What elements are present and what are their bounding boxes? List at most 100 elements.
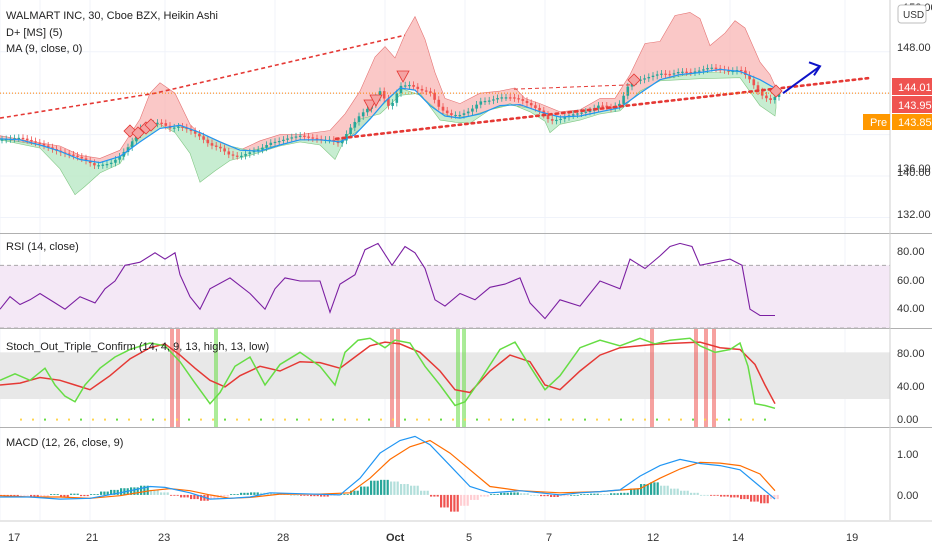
stoch-dot	[428, 418, 430, 421]
macd-histogram-bar	[580, 494, 583, 495]
macd-histogram-bar	[460, 494, 463, 506]
macd-histogram-bar	[740, 494, 743, 500]
macd-histogram-bar	[556, 494, 559, 497]
candle-body	[30, 139, 33, 142]
macd-histogram-bar	[100, 491, 103, 495]
dplus-indicator-label[interactable]: D+ [MS] (5)	[6, 27, 63, 39]
macd-histogram-bar	[146, 485, 149, 495]
stoch-signal-bar	[704, 329, 708, 427]
macd-histogram-bar	[630, 488, 633, 495]
macd-histogram-bar	[656, 482, 659, 495]
macd-histogram-bar	[713, 494, 716, 496]
macd-histogram-bar	[316, 494, 319, 497]
stoch-dot	[452, 418, 454, 421]
stoch-dot	[740, 418, 742, 421]
symbol-title[interactable]: WALMART INC, 30, Cboe BZX, Heikin Ashi	[6, 10, 218, 22]
currency-label[interactable]: USD	[903, 10, 924, 21]
triangle-signal-icon	[363, 99, 377, 112]
candle-body	[479, 101, 483, 105]
candle-body	[609, 107, 613, 109]
macd-histogram-bar	[603, 494, 606, 495]
candle-body	[193, 131, 197, 134]
macd-histogram-bar	[690, 492, 693, 495]
candle-body	[534, 105, 537, 108]
moving-average-line	[0, 68, 781, 164]
candle-body	[294, 136, 298, 138]
stoch-dot	[656, 418, 658, 421]
candle-body	[4, 139, 8, 141]
candle-body	[555, 119, 558, 122]
ma-indicator-label[interactable]: MA (9, close, 0)	[6, 43, 82, 55]
macd-histogram-bar	[693, 492, 696, 495]
time-label-17: 17	[8, 532, 20, 544]
candle-body	[660, 73, 663, 75]
macd-histogram-bar	[366, 486, 369, 495]
currency-button-box[interactable]	[897, 4, 927, 24]
macd-histogram-bar	[696, 492, 699, 495]
stoch-indicator-label[interactable]: Stoch_Out_Triple_Confirm (14, 4, 9, 13, …	[6, 341, 269, 353]
candle-body	[647, 77, 651, 79]
rsi-tick-80: 80.00	[897, 246, 925, 258]
candle-body	[714, 67, 718, 69]
middle-trendline[interactable]	[513, 84, 631, 90]
macd-histogram-bar	[633, 488, 636, 495]
macd-indicator-label[interactable]: MACD (12, 26, close, 9)	[6, 437, 123, 449]
candle-body	[353, 121, 357, 128]
candle-body	[504, 97, 508, 99]
upper-trendline[interactable]	[0, 34, 406, 119]
arrow-shaft[interactable]	[782, 65, 821, 95]
stoch-dot	[164, 418, 166, 421]
time-label-12: 12	[647, 532, 659, 544]
macd-panel[interactable]	[0, 435, 779, 512]
macd-histogram-bar	[670, 488, 673, 495]
rsi-indicator-label[interactable]: RSI (14, close)	[6, 241, 79, 253]
candle-body	[357, 116, 361, 122]
macd-histogram-bar	[523, 493, 526, 495]
diamond-signal-icon	[627, 73, 641, 87]
candle-body	[601, 105, 604, 107]
macd-histogram-bar	[370, 480, 373, 495]
currency-button[interactable]: USD	[897, 4, 927, 24]
macd-histogram-bar	[776, 494, 779, 500]
arrow-head-icon[interactable]	[808, 61, 822, 76]
stoch-dot	[152, 418, 154, 421]
price-panel[interactable]	[0, 12, 890, 196]
macd-histogram-bar	[653, 482, 656, 495]
lower-trendline[interactable]	[334, 76, 874, 141]
macd-histogram-bar	[423, 490, 426, 495]
stoch-panel[interactable]	[0, 329, 890, 427]
candle-body	[227, 151, 231, 155]
candle-body	[584, 111, 588, 113]
macd-histogram-bar	[546, 494, 549, 497]
candle-body	[685, 71, 688, 73]
macd-histogram-bar	[516, 492, 519, 495]
rsi-panel[interactable]	[0, 242, 890, 329]
projection-arrow[interactable]	[782, 61, 822, 95]
macd-histogram-bar	[116, 489, 119, 495]
macd-histogram-bar	[550, 494, 553, 497]
macd-histogram-bar	[223, 494, 226, 497]
stoch-dot	[608, 418, 610, 421]
candle-body	[622, 95, 625, 104]
macd-histogram-bar	[706, 494, 709, 496]
stoch-dot	[392, 418, 394, 421]
macd-histogram-bar	[643, 484, 646, 495]
candle-body	[450, 113, 453, 115]
macd-histogram-bar	[570, 494, 573, 496]
candle-body	[172, 127, 176, 129]
stoch-dot	[404, 418, 406, 421]
candle-body	[731, 70, 735, 73]
macd-histogram-bar	[130, 487, 133, 495]
candle-body	[664, 73, 667, 75]
time-axis[interactable]: 17 21 23 28 Oct 5 7 12 14 19	[0, 520, 932, 544]
candle-body	[17, 137, 21, 140]
candle-body	[244, 154, 247, 156]
stoch-dot	[512, 418, 514, 421]
stoch-dot	[260, 418, 262, 421]
candle-body	[366, 108, 369, 113]
rsi-band	[0, 265, 890, 328]
stoch-dot	[188, 418, 190, 421]
time-label-23: 23	[158, 532, 170, 544]
stoch-dot	[308, 418, 310, 421]
